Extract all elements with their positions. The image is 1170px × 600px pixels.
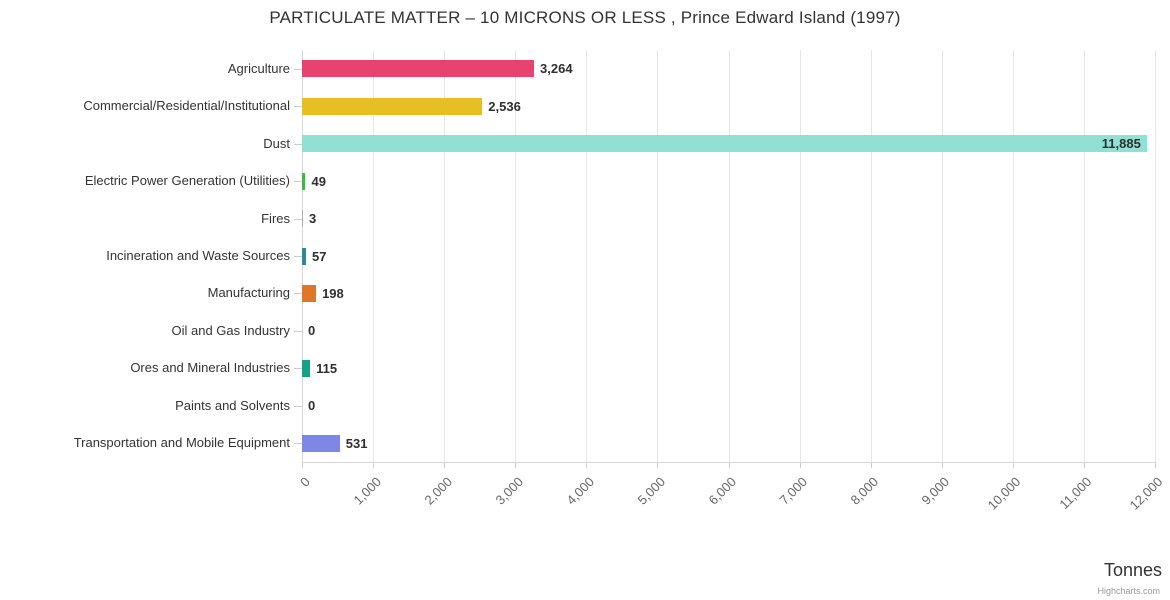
x-tick-label-text: 8,000	[847, 474, 882, 508]
y-axis-tick	[294, 218, 302, 220]
category-label: Electric Power Generation (Utilities)	[84, 173, 290, 189]
gridline	[870, 50, 872, 462]
x-tick-label-text: 0	[296, 474, 313, 490]
value-label: 11,885	[1101, 136, 1141, 152]
x-tick-label-text: 7,000	[776, 474, 811, 508]
x-axis-tick	[799, 462, 801, 468]
bar[interactable]	[302, 210, 303, 228]
chart-title: PARTICULATE MATTER – 10 MICRONS OR LESS …	[269, 8, 901, 27]
y-axis-tick	[294, 293, 302, 295]
gridline	[515, 50, 517, 462]
bar[interactable]	[302, 434, 340, 452]
bar[interactable]	[302, 172, 306, 190]
x-axis-tick	[1012, 462, 1014, 468]
x-axis-tick	[373, 462, 375, 468]
value-label: 3	[309, 211, 317, 227]
x-axis-title: Tonnes	[1103, 560, 1162, 580]
x-axis-tick	[1155, 462, 1156, 468]
x-tick-label-text: 9,000	[918, 474, 953, 508]
bar[interactable]	[302, 284, 317, 302]
value-label: 531	[345, 435, 368, 451]
gridline	[586, 50, 588, 462]
x-tick-label-text: 1,000	[350, 474, 384, 508]
x-tick-label-text: 12,000	[1126, 474, 1166, 513]
x-axis-line	[302, 462, 1155, 463]
category-label: Incineration and Waste Sources	[106, 248, 290, 263]
highcharts-credit-link[interactable]: Highcharts.com	[1097, 586, 1160, 596]
x-axis-tick	[941, 462, 943, 468]
category-label: Agriculture	[227, 60, 290, 76]
gridline	[444, 50, 446, 462]
category-label: Ores and Mineral Industries	[130, 360, 290, 376]
y-axis-tick	[294, 181, 302, 183]
x-axis-tick	[1083, 462, 1085, 468]
gridline	[1012, 50, 1014, 462]
value-label: 57	[312, 248, 327, 264]
x-tick-label-text: 11,000	[1056, 474, 1095, 513]
bar[interactable]	[302, 247, 307, 265]
value-label: 0	[308, 398, 316, 414]
x-axis-tick	[728, 462, 730, 468]
value-label: 49	[311, 173, 326, 189]
value-label: 3,264	[540, 61, 573, 77]
y-axis-tick	[294, 368, 302, 370]
value-label: 0	[308, 323, 316, 339]
x-axis-tick	[444, 462, 446, 468]
gridline	[1083, 50, 1085, 462]
y-axis-tick	[294, 443, 302, 445]
bar[interactable]	[302, 135, 1147, 153]
x-axis-tick	[302, 462, 303, 468]
category-label: Oil and Gas Industry	[171, 322, 291, 338]
bar[interactable]	[302, 97, 483, 115]
x-tick-label-text: 10,000	[984, 474, 1024, 513]
category-label: Paints and Solvents	[175, 397, 290, 413]
y-axis-tick	[294, 106, 302, 108]
x-axis-tick	[657, 462, 659, 468]
gridline	[941, 50, 943, 462]
y-axis-tick	[294, 330, 302, 332]
category-label: Dust	[263, 135, 290, 151]
y-axis-tick	[294, 68, 302, 70]
gridline	[728, 50, 730, 462]
x-tick-label-text: 3,000	[492, 474, 526, 508]
x-tick-label-text: 4,000	[563, 474, 597, 508]
x-tick-label-text: 6,000	[705, 474, 740, 508]
value-label: 115	[316, 360, 338, 376]
value-label: 198	[322, 285, 344, 301]
x-axis-tick	[586, 462, 588, 468]
x-tick-label-text: 2,000	[421, 474, 455, 508]
gridline	[1155, 50, 1156, 462]
y-axis-tick	[294, 405, 302, 407]
x-axis-tick	[870, 462, 872, 468]
y-axis-tick	[294, 143, 302, 145]
category-label: Fires	[261, 210, 290, 226]
gridline	[373, 50, 375, 462]
value-label: 2,536	[488, 98, 521, 114]
bar[interactable]	[302, 60, 535, 78]
y-axis-tick	[294, 256, 302, 257]
gridline	[799, 50, 801, 462]
category-label: Commercial/Residential/Institutional	[83, 98, 290, 114]
x-tick-label-text: 5,000	[634, 474, 669, 508]
category-label: Transportation and Mobile Equipment	[73, 435, 290, 451]
x-axis-tick	[515, 462, 517, 468]
bar[interactable]	[302, 359, 311, 377]
category-label: Manufacturing	[207, 285, 290, 301]
gridline	[657, 50, 659, 462]
